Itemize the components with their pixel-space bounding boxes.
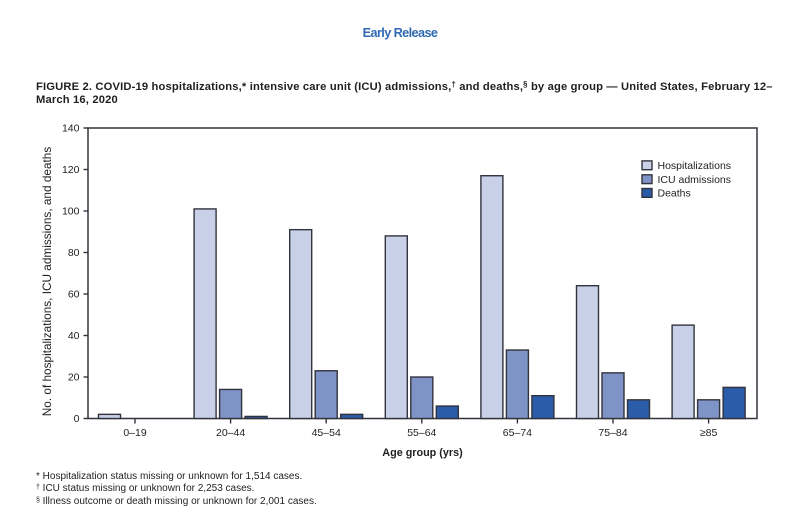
svg-text:≥85: ≥85 [700, 427, 718, 439]
svg-text:100: 100 [62, 206, 80, 218]
svg-text:80: 80 [68, 247, 80, 259]
svg-text:20: 20 [68, 372, 80, 384]
svg-text:120: 120 [62, 164, 80, 176]
svg-text:20–44: 20–44 [216, 427, 245, 439]
svg-text:0–19: 0–19 [123, 427, 147, 439]
svg-text:ICU admissions: ICU admissions [658, 174, 732, 186]
svg-text:Age group (yrs): Age group (yrs) [382, 447, 463, 459]
svg-text:75–84: 75–84 [598, 427, 627, 439]
svg-text:0: 0 [74, 413, 80, 425]
svg-text:140: 140 [62, 123, 80, 135]
svg-text:55–64: 55–64 [407, 427, 436, 439]
svg-text:40: 40 [68, 330, 80, 342]
svg-text:65–74: 65–74 [503, 427, 532, 439]
svg-text:60: 60 [68, 289, 80, 301]
svg-text:No. of hospitalizations, ICU a: No. of hospitalizations, ICU admissions,… [40, 147, 54, 417]
svg-text:Hospitalizations: Hospitalizations [658, 160, 732, 172]
svg-text:Deaths: Deaths [658, 188, 691, 200]
svg-text:45–54: 45–54 [312, 427, 341, 439]
